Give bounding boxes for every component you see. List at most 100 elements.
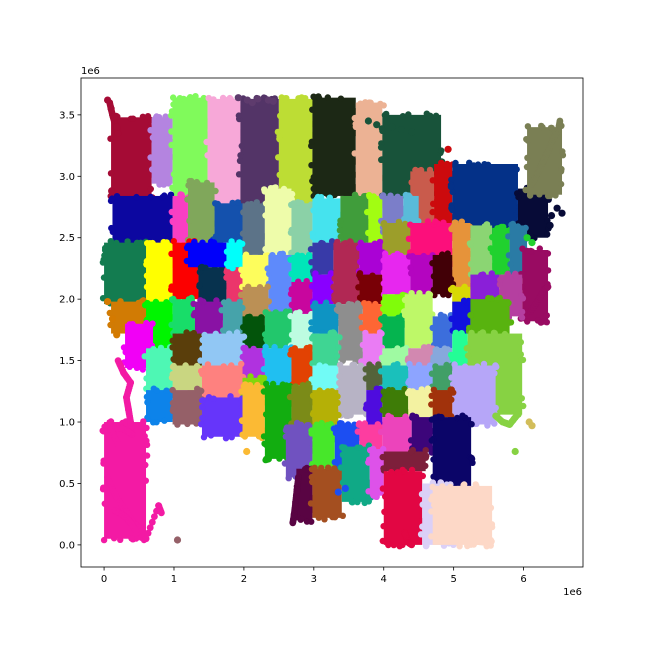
cluster-point [380, 299, 387, 306]
cluster-point [192, 93, 199, 100]
cluster-point [305, 251, 313, 259]
cluster-body-123 [432, 485, 493, 545]
cluster-point [438, 159, 445, 166]
cluster-point [280, 185, 288, 193]
cluster-point [378, 354, 386, 361]
outlier-point-5 [511, 447, 519, 456]
cluster-point [419, 501, 426, 508]
cluster-point [309, 106, 316, 113]
cluster-point [407, 264, 414, 271]
cluster-point [149, 320, 156, 327]
cluster-body-22 [340, 195, 369, 243]
outlier-point-21 [558, 209, 566, 217]
cluster-point [149, 134, 157, 141]
cluster-point [161, 192, 168, 199]
cluster-point [450, 381, 457, 388]
cluster-point [277, 112, 284, 120]
cluster-point [351, 150, 358, 157]
cluster-point [288, 301, 295, 308]
cluster-point [429, 208, 436, 216]
cluster-point [401, 296, 409, 304]
cluster-point [168, 250, 175, 257]
cluster-point [405, 111, 412, 118]
cluster-point [402, 191, 410, 199]
cluster-body-98 [172, 390, 202, 425]
cluster-body-19 [264, 188, 292, 255]
cluster-body-36 [187, 242, 227, 268]
cluster-point [395, 218, 403, 226]
cluster-point [463, 345, 470, 352]
outlier-point-32 [104, 96, 112, 104]
cluster-point [518, 395, 525, 402]
cluster-point [351, 191, 359, 198]
outlier-point-19 [547, 212, 556, 220]
cluster-point [304, 422, 311, 429]
cluster-point [440, 219, 447, 226]
cluster-point [279, 381, 286, 388]
cluster-body-21 [312, 198, 341, 243]
cluster-point [133, 239, 141, 246]
cluster-point [258, 314, 265, 321]
cluster-point [229, 199, 236, 207]
cluster-point [323, 299, 330, 306]
cluster-point [443, 161, 450, 169]
cluster-body-115 [432, 417, 472, 486]
cluster-point [236, 298, 243, 306]
cluster-19 [261, 184, 296, 260]
cluster-body-92 [338, 365, 367, 415]
cluster-point [238, 360, 245, 368]
cluster-point [128, 535, 135, 542]
cluster-point [337, 464, 345, 471]
cluster-point [367, 447, 374, 454]
x-tick-label: 6 [520, 574, 526, 585]
cluster-point [420, 252, 427, 260]
cluster-point [204, 361, 212, 368]
cluster-body-34 [146, 242, 173, 305]
cluster-point [277, 250, 284, 258]
cluster-point [170, 94, 177, 101]
cluster-point [449, 188, 456, 196]
point-trail-2 [111, 507, 139, 534]
cluster-body-112 [359, 424, 383, 452]
cluster-body-39 [226, 242, 243, 268]
outlier-point-27 [341, 484, 349, 492]
cluster-point [406, 360, 413, 368]
cluster-body-100 [242, 385, 265, 437]
cluster-point [356, 270, 364, 277]
cluster-body-58 [172, 299, 195, 334]
cluster-point [356, 244, 363, 251]
cluster-point [337, 217, 344, 224]
cluster-point [448, 315, 455, 322]
cluster-point [440, 291, 447, 298]
cluster-body-46 [312, 274, 334, 305]
cluster-point [264, 283, 271, 290]
cluster-point [429, 177, 436, 184]
cluster-point [352, 123, 360, 130]
x-axis: 0 1 2 3 4 5 6 [101, 567, 527, 585]
cluster-point [110, 535, 118, 542]
cluster-point [124, 238, 131, 245]
cluster-point [184, 420, 191, 428]
cluster-point [276, 455, 283, 462]
cluster-point [394, 345, 401, 352]
cluster-123 [428, 481, 496, 550]
outlier-point-15 [397, 126, 405, 134]
trail-point [146, 524, 154, 532]
cluster-point [544, 231, 551, 238]
cluster-point [430, 456, 437, 463]
cluster-point [378, 315, 385, 323]
cluster-point [100, 428, 107, 435]
cluster-point [380, 221, 387, 228]
outlier-point-17 [373, 121, 381, 129]
outlier-point-30 [264, 455, 272, 463]
cluster-point [426, 362, 434, 369]
trail-point [513, 412, 520, 420]
cluster-point [479, 271, 487, 278]
outlier-point-22 [546, 221, 554, 229]
cluster-body-66 [362, 304, 383, 334]
cluster-point [238, 417, 246, 424]
cluster-point [331, 465, 338, 472]
cluster-point [432, 112, 440, 120]
cluster-point [451, 219, 459, 226]
cluster-point [354, 428, 361, 435]
